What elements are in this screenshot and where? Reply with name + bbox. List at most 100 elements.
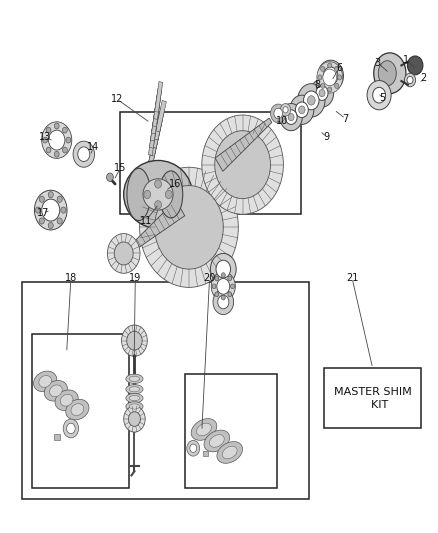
Circle shape [46, 147, 51, 153]
Circle shape [318, 60, 343, 92]
Ellipse shape [127, 168, 151, 221]
Ellipse shape [159, 171, 183, 218]
Ellipse shape [39, 376, 52, 387]
Polygon shape [155, 100, 166, 132]
Circle shape [57, 218, 62, 224]
Text: 14: 14 [87, 142, 99, 152]
Ellipse shape [129, 395, 140, 401]
Ellipse shape [126, 374, 143, 384]
Circle shape [46, 127, 51, 133]
Circle shape [128, 411, 141, 426]
Bar [324, 368, 421, 429]
Bar [120, 112, 300, 214]
Circle shape [319, 90, 325, 97]
Polygon shape [150, 125, 161, 156]
Text: 2: 2 [420, 74, 426, 84]
Polygon shape [148, 125, 156, 156]
Circle shape [323, 69, 337, 86]
Circle shape [316, 86, 328, 100]
Circle shape [73, 141, 95, 167]
Ellipse shape [126, 335, 143, 346]
Polygon shape [147, 141, 158, 172]
Circle shape [221, 295, 225, 300]
Circle shape [295, 102, 308, 118]
Circle shape [280, 103, 291, 116]
Circle shape [155, 201, 162, 209]
Circle shape [218, 295, 229, 309]
Circle shape [187, 440, 200, 456]
Circle shape [335, 66, 339, 71]
Circle shape [228, 292, 232, 297]
Circle shape [290, 95, 314, 124]
Circle shape [67, 423, 75, 434]
Text: 8: 8 [314, 80, 321, 90]
Ellipse shape [71, 403, 84, 416]
Circle shape [304, 91, 319, 110]
Circle shape [215, 131, 271, 199]
Circle shape [230, 284, 234, 289]
Text: 7: 7 [343, 114, 349, 124]
Circle shape [338, 75, 342, 80]
Circle shape [213, 289, 233, 314]
Text: MASTER SHIM
    KIT: MASTER SHIM KIT [334, 387, 411, 410]
Text: 18: 18 [65, 273, 77, 283]
Ellipse shape [378, 61, 396, 86]
Circle shape [78, 147, 90, 161]
Bar [32, 334, 129, 488]
Circle shape [215, 292, 219, 297]
Bar [21, 282, 309, 499]
Ellipse shape [129, 376, 140, 382]
Ellipse shape [49, 385, 62, 397]
Ellipse shape [223, 446, 237, 459]
Polygon shape [148, 133, 159, 164]
Circle shape [367, 80, 391, 110]
Ellipse shape [374, 53, 406, 94]
Circle shape [144, 190, 151, 199]
Circle shape [106, 173, 113, 181]
Circle shape [307, 96, 315, 105]
Circle shape [166, 190, 172, 199]
Circle shape [63, 419, 79, 438]
Polygon shape [154, 89, 162, 119]
Ellipse shape [34, 371, 57, 392]
Circle shape [285, 110, 297, 124]
Ellipse shape [197, 423, 212, 436]
Circle shape [321, 66, 325, 71]
Circle shape [221, 273, 225, 278]
Bar [185, 374, 277, 488]
Text: 15: 15 [114, 163, 127, 173]
Circle shape [271, 104, 286, 123]
Circle shape [288, 114, 294, 121]
Ellipse shape [66, 399, 89, 420]
Circle shape [155, 185, 223, 269]
Circle shape [122, 325, 147, 357]
Circle shape [404, 73, 416, 87]
Circle shape [299, 106, 305, 114]
Polygon shape [154, 109, 165, 140]
Text: 6: 6 [336, 63, 342, 73]
Circle shape [42, 122, 72, 158]
Circle shape [318, 75, 322, 80]
Circle shape [373, 87, 385, 103]
Polygon shape [145, 149, 156, 181]
Circle shape [217, 279, 230, 294]
Circle shape [323, 67, 338, 85]
Circle shape [127, 332, 142, 350]
Circle shape [228, 276, 232, 281]
Circle shape [335, 83, 339, 88]
Text: 5: 5 [379, 93, 385, 103]
Circle shape [63, 147, 67, 153]
Polygon shape [151, 110, 159, 141]
Ellipse shape [60, 394, 73, 406]
Circle shape [49, 130, 65, 150]
Circle shape [57, 196, 62, 203]
Circle shape [54, 151, 59, 157]
Ellipse shape [217, 442, 243, 463]
Polygon shape [152, 96, 161, 127]
Circle shape [39, 218, 44, 224]
Ellipse shape [191, 418, 217, 440]
Text: 11: 11 [140, 215, 152, 225]
Circle shape [54, 123, 59, 129]
Text: 1: 1 [403, 55, 409, 65]
Text: 17: 17 [37, 208, 49, 218]
